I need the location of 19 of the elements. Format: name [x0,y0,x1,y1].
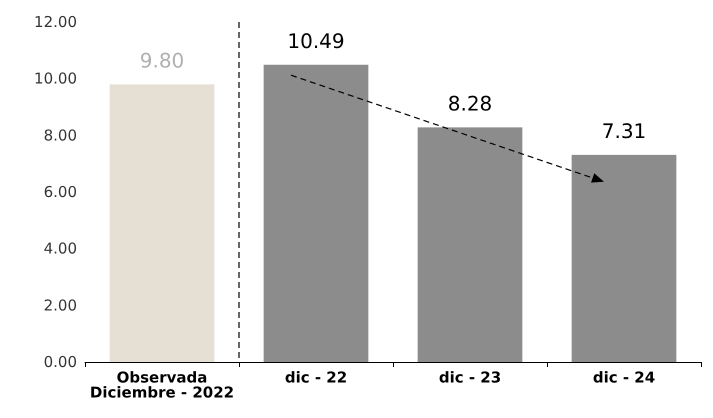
x-tick-label: dic - 23 [438,368,502,386]
bar [110,84,214,362]
y-tick-label: 10.00 [34,70,77,88]
y-tick-label: 2.00 [44,296,77,314]
bar [418,127,522,362]
y-tick-label: 8.00 [44,126,77,144]
y-tick-label: 12.00 [34,13,77,31]
x-tick-label: dic - 22 [284,368,348,386]
y-tick-label: 6.00 [44,183,77,201]
y-tick-label: 0.00 [44,353,77,371]
bar [572,154,676,362]
data-label: 9.80 [140,48,184,72]
data-label: 7.31 [602,118,646,143]
data-label: 8.28 [448,91,492,116]
x-tick-label: Observada Diciembre - 2022 [90,368,234,402]
data-label: 10.49 [287,28,345,53]
x-tick-label: dic - 24 [592,368,656,386]
y-tick-label: 4.00 [44,240,77,258]
bar [264,64,368,362]
